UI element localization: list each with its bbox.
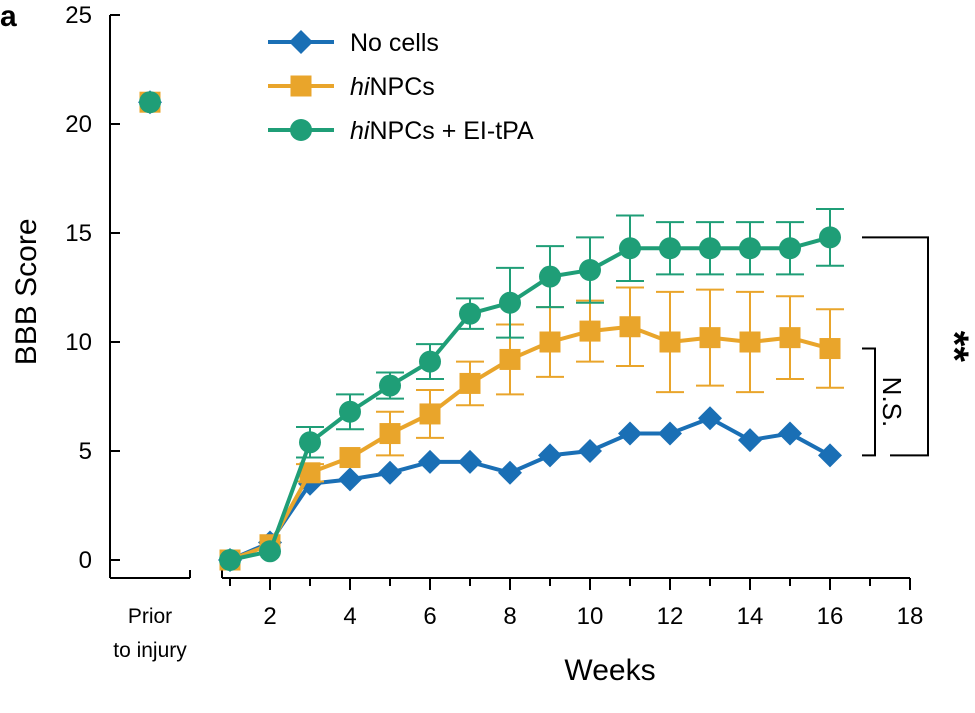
data-point: [818, 443, 842, 468]
data-point: [459, 302, 481, 325]
data-point: [739, 237, 761, 260]
data-point: [339, 447, 361, 469]
data-point: [659, 237, 681, 260]
data-point: [699, 327, 721, 349]
axes: 0 5 10 15 20 25 BBB Score 2 4 6 8 10 12 14 16 18 Prior to…: [10, 2, 923, 687]
data-point: [539, 265, 561, 288]
x-tick-label: 16: [817, 603, 844, 630]
data-point: [819, 338, 841, 360]
baseline-tick-label: to injury: [113, 639, 187, 662]
data-point: [338, 467, 362, 492]
series-line: [229, 416, 831, 562]
data-point: [779, 237, 801, 260]
data-point: [699, 237, 721, 260]
x-tick-label: 10: [577, 603, 604, 630]
data-point: [778, 421, 802, 446]
data-point: [259, 540, 281, 563]
data-point: [579, 259, 601, 282]
x-axis-title: Weeks: [564, 654, 655, 687]
x-tick-label: 14: [737, 603, 764, 630]
data-point: [459, 372, 481, 394]
x-tick-label: 12: [657, 603, 684, 630]
x-tick-label: 8: [503, 603, 516, 630]
legend-marker: [289, 30, 313, 54]
data-point: [779, 327, 801, 349]
sig-bracket: [862, 236, 929, 457]
data-point: [378, 460, 402, 485]
data-point: [659, 331, 681, 353]
y-axis-title: BBB Score: [10, 218, 43, 365]
series-line: [229, 235, 831, 562]
legend-label: hiNPCs + EI-tPA: [350, 117, 534, 145]
legend-marker: [290, 119, 312, 141]
y-tick-label: 25: [65, 2, 92, 29]
data-point: [698, 406, 722, 431]
data-point: [578, 439, 602, 463]
data-point: [498, 460, 522, 485]
x-tick-label: 18: [897, 603, 924, 630]
legend-label-text: No cells: [350, 29, 439, 57]
data-point: [299, 431, 321, 454]
legend-label-text: NPCs + EI-tPA: [369, 117, 533, 145]
legend-label-text: NPCs: [369, 73, 434, 101]
series-2: [139, 91, 844, 571]
legend-marker: [290, 75, 312, 97]
x-tick-label: 4: [343, 603, 356, 630]
series-line: [229, 324, 831, 562]
data-point: [299, 462, 321, 484]
data-point: [739, 331, 761, 353]
y-tick-label: 0: [79, 547, 92, 574]
x-tick-label: 2: [263, 603, 276, 630]
data-point: [499, 291, 521, 314]
data-point: [738, 428, 762, 453]
data-point: [539, 331, 561, 353]
data-point: [618, 421, 642, 446]
baseline-tick-label: Prior: [128, 605, 172, 628]
data-point: [658, 421, 682, 446]
x-tick-label: 6: [423, 603, 436, 630]
data-point: [419, 350, 441, 373]
sig-label: **: [932, 331, 975, 363]
y-tick-label: 5: [79, 438, 92, 465]
data-point: [458, 449, 482, 474]
ns-bracket: [862, 347, 876, 457]
baseline-point: [139, 91, 161, 114]
data-point: [419, 403, 441, 425]
data-point: [418, 449, 442, 474]
data-point: [339, 400, 361, 423]
legend-label-italic: hi: [350, 117, 371, 145]
data-point: [379, 374, 401, 397]
significance-annotations: N.S. **: [862, 236, 975, 457]
y-tick-label: 15: [65, 220, 92, 247]
series-0: [138, 90, 842, 572]
y-tick-label: 20: [65, 111, 92, 138]
data-point: [579, 320, 601, 342]
data-point: [219, 549, 241, 571]
y-tick-label: 10: [65, 329, 92, 356]
ns-label: N.S.: [877, 377, 907, 428]
data-point: [538, 443, 562, 468]
data-point: [619, 316, 641, 338]
legend-label-italic: hi: [350, 73, 371, 101]
data-point: [619, 237, 641, 260]
data-point: [379, 423, 401, 445]
series-1: [139, 91, 844, 571]
data-marks: [138, 90, 844, 572]
legend-label: No cells: [350, 29, 439, 57]
data-point: [499, 348, 521, 370]
legend-label: hiNPCs: [350, 73, 435, 101]
panel-label: a: [0, 0, 17, 33]
data-point: [819, 226, 841, 249]
